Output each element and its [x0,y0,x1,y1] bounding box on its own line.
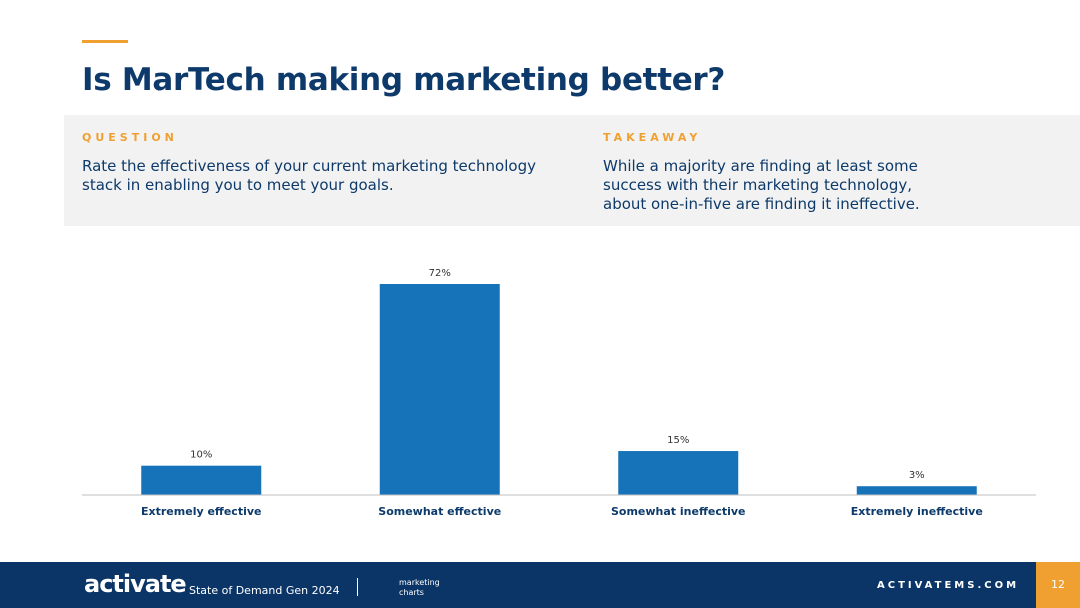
website: ACTIVATEMS.COM [877,580,1020,591]
x-tick-label: Extremely ineffective [851,505,983,518]
divider [357,578,358,596]
x-tick-label: Somewhat ineffective [611,505,746,518]
value-label: 72% [429,268,451,279]
value-label: 10% [190,450,212,461]
bar [379,284,500,495]
question-label: QUESTION [82,131,178,144]
x-tick-label: Somewhat effective [378,505,501,518]
bar [141,465,262,495]
page-number: 12 [1036,562,1080,608]
chart: 10% Extremely effective 72% Somewhat effect… [82,268,1036,518]
bar [856,486,977,495]
brand-logo: activate [84,570,187,598]
info-box [64,115,1080,226]
value-label: 15% [667,435,689,446]
accent-bar [82,40,128,43]
slide-title: Is MarTech making marketing better? [82,62,726,98]
footer [0,562,1080,608]
report-name: State of Demand Gen 2024 [189,584,340,597]
value-label: 3% [909,470,925,481]
question-text: Rate the effectiveness of your current m… [82,157,536,194]
takeaway-text: While a majority are finding at least so… [603,157,920,213]
partner-logo: marketing charts [399,578,440,597]
bar [618,451,739,495]
takeaway-label: TAKEAWAY [603,131,702,144]
x-tick-label: Extremely effective [141,505,261,518]
